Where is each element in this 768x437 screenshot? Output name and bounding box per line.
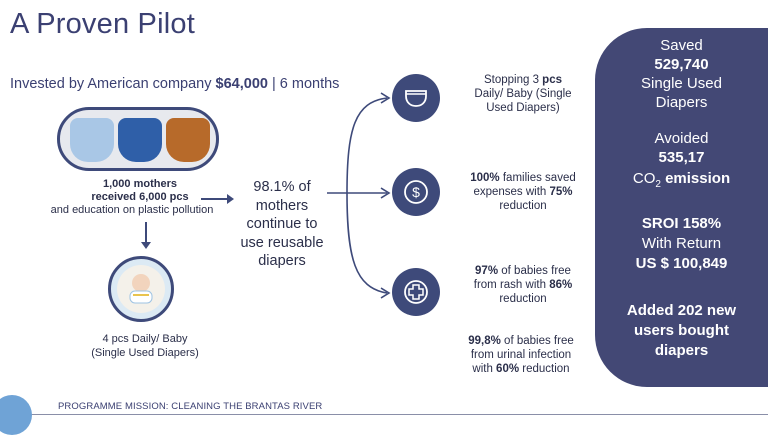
saved-value: 529,740 [654,56,709,73]
impact-summary-panel: Saved 529,740 Single Used Diapers Avoide… [595,28,768,387]
emission-label: emission [660,170,731,187]
added-users-line2: users bought [633,322,729,339]
brown-diaper-image [166,118,210,162]
footer-divider [0,414,768,415]
co2-emission: CO2 emission [595,169,768,194]
down-arrow-head [141,242,151,249]
co2-label: CO [632,170,656,187]
stat-infection: 99,8% of babies free from urinal infecti… [450,334,592,376]
daily-usage-line2: (Single Used Diapers) [91,347,199,359]
invested-prefix: Invested by American company [10,76,216,92]
invested-suffix: | 6 months [267,76,340,92]
programme-mission: PROGRAMME MISSION: CLEANING THE BRANTAS … [58,401,323,412]
saved-unit-line2: Diapers [655,94,708,111]
stat-rash-reduction: 86% [549,279,573,291]
daily-usage-line1: 4 pcs Daily/ Baby [102,333,188,345]
saved-unit-line1: Single Used [641,75,722,92]
invested-amount: $64,000 [215,76,268,92]
stat-infection-pct: 99,8% [468,335,501,347]
stat-expenses-reduction: 75% [549,186,573,198]
stat-stopping-pcs: Stopping 3 pcs Daily/ Baby (Single Used … [455,73,591,115]
svg-text:$: $ [412,184,420,200]
diaper-icon [392,74,440,122]
medical-cross-icon [392,268,440,316]
stat-expenses-pre: expenses with [473,186,550,198]
stat-infection-line2: from urinal infection [470,349,572,361]
stat-expenses: 100% families saved expenses with 75% re… [455,171,591,213]
branch-arrows [327,92,391,299]
stat-infection-pre: with [472,363,497,375]
cloth-diapers-photo [57,107,219,171]
daily-usage-caption: 4 pcs Daily/ Baby (Single Used Diapers) [60,332,230,360]
saved-label: Saved [660,37,703,54]
continuation-line5: diapers [258,253,306,269]
added-users-line3: diapers [654,342,709,359]
stat-rash-pct: 97% [475,265,499,277]
stat-infection-post: reduction [519,363,570,375]
stat-expenses-line3: reduction [499,200,547,212]
footer-circle-decoration [0,395,32,435]
stat-rash-text: of babies free [498,265,571,277]
mothers-caption: 1,000 mothers received 6,000 pcs [86,178,194,204]
stat-infection-text: of babies free [500,335,574,347]
stat-stopping-prefix: Stopping 3 [483,74,543,86]
stat-rash-line3: reduction [499,293,547,305]
stat-infection-reduction: 60% [496,363,520,375]
stat-stopping-line2: Daily/ Baby (Single [474,88,572,100]
avoided-value: 535,17 [658,149,705,166]
investment-summary: Invested by American company $64,000 | 6… [10,76,339,92]
co2-subscript: 2 [655,179,661,190]
down-arrow-line [145,222,147,244]
sroi-value: SROI 158% [641,215,722,232]
stat-rash: 97% of babies free from rash with 86% re… [455,264,591,306]
avoided-label: Avoided [654,130,709,147]
stat-rash-pre: from rash with [473,279,550,291]
mothers-count: 1,000 mothers [103,178,177,190]
continuation-rate-text: 98.1% of mothers continue to use reusabl… [234,178,330,271]
stat-stopping-line3: Used Diapers) [486,102,560,114]
baby-diaper-icon [117,265,165,313]
continuation-line4: use reusable [240,234,324,251]
dollar-icon: $ [392,168,440,216]
baby-diaper-image [108,256,174,322]
stat-expenses-text: families saved [499,172,576,184]
return-value: US $ 100,849 [635,255,728,272]
added-users-line1: Added 202 new [626,302,737,319]
right-arrow-head [227,194,234,204]
blue-diaper-image [118,118,162,162]
page-title: A Proven Pilot [10,8,195,40]
stat-stopping-bold: pcs [542,74,562,86]
continuation-line2: mothers [255,197,309,214]
light-blue-diaper-image [70,118,114,162]
education-caption: and education on plastic pollution [50,204,214,216]
pcs-received: received 6,000 pcs [91,191,189,203]
continuation-line3: continue to [246,216,318,232]
stat-expenses-pct: 100% [470,172,500,184]
continuation-line1: 98.1% of [253,179,311,195]
with-return-label: With Return [641,235,722,252]
right-arrow-line [201,198,229,200]
